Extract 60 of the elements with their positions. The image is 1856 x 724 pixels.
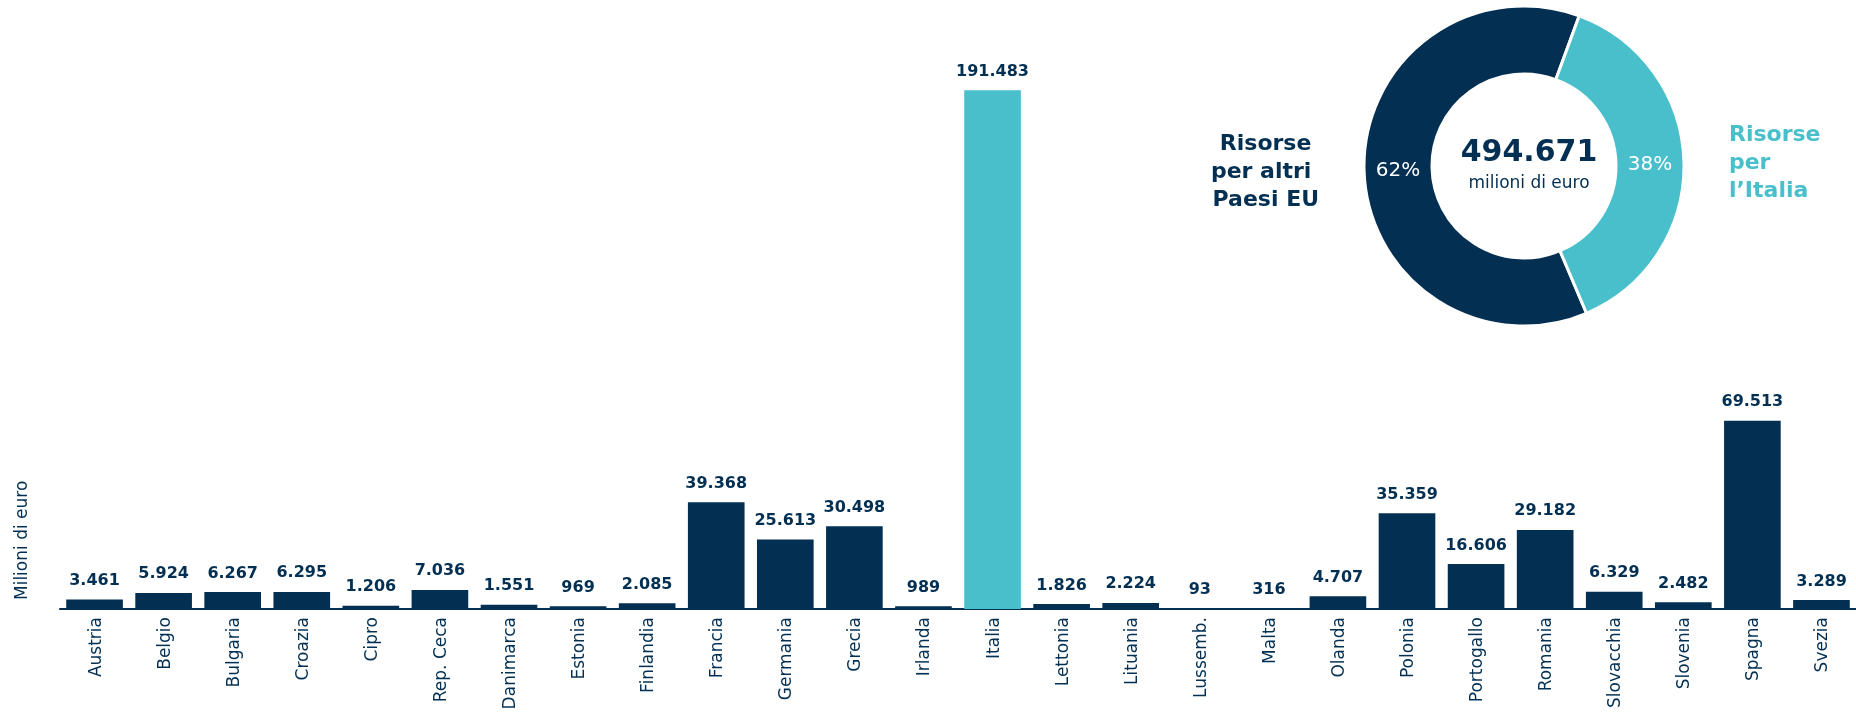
data-label: 35.359 [1376,483,1438,503]
text: 494.671 [1460,132,1598,168]
x-tick-label: Lussemb. [1189,617,1210,698]
data-label: 2.482 [1658,572,1709,592]
x-tick-label: Lettonia [1051,617,1072,687]
data-label: 316 [1252,578,1286,598]
data-label: 2.085 [621,573,673,593]
data-label: 6.267 [207,562,258,582]
slice-label: Risorse per altri Paesi EU [1210,129,1320,211]
x-tick-label: Estonia [568,617,589,680]
data-label: 1.206 [345,576,397,596]
x-tick-label: Germania [775,617,796,701]
x-tick-label: Svezia [1811,617,1832,673]
data-label: 1.826 [1036,574,1087,594]
x-tick-label: Danimarca [499,617,519,710]
data-label: 7.036 [414,560,466,580]
data-label: 6.329 [1588,562,1640,582]
slice-label: Risorse per l’Italia [1728,121,1829,203]
x-tick-label: Cipro [360,617,381,662]
x-tick-label: Italia [982,617,1003,659]
text: milioni di euro [1468,171,1590,192]
data-label: 30.498 [823,496,886,516]
data-label: 191.483 [956,60,1029,80]
data-label: 989 [906,576,941,596]
x-tick-label: Grecia [844,617,865,672]
x-tick-label: Belgio [153,617,174,670]
data-label: 62% [1375,157,1421,182]
data-label: 93 [1188,579,1211,599]
x-tick-label: Malta [1258,617,1279,664]
data-label: 4.707 [1312,566,1364,586]
x-tick-label: Lituania [1120,617,1141,685]
x-tick-label: Olanda [1327,617,1348,678]
x-tick-label: Spagna [1742,617,1763,681]
data-label: 6.295 [276,562,328,582]
data-label: 3.461 [69,570,120,590]
data-label: 16.606 [1445,534,1507,554]
data-label: 39.368 [685,472,748,492]
data-label: 1.551 [483,575,535,595]
x-tick-label: Austria [84,617,105,678]
x-tick-label: Croazia [291,617,312,681]
data-label: 38% [1627,150,1673,175]
x-tick-label: Slovenia [1673,617,1694,690]
data-label: 29.182 [1514,500,1577,520]
y-axis-title: Milioni di euro [10,480,31,600]
x-tick-label: Portogallo [1466,617,1487,703]
x-tick-label: Finlandia [637,617,658,693]
x-tick-label: Polonia [1397,617,1417,679]
x-tick-label: Slovacchia [1604,617,1625,709]
data-label: 3.289 [1796,570,1847,590]
x-tick-label: Rep. Ceca [429,617,450,703]
x-tick-label: Francia [706,617,727,679]
data-label: 2.224 [1105,573,1156,593]
x-tick-label: Irlanda [913,617,934,677]
data-label: 69.513 [1721,391,1784,411]
x-tick-label: Romania [1535,617,1556,692]
bar [964,90,1021,609]
data-label: 25.613 [754,510,817,530]
x-tick-label: Bulgaria [222,617,243,688]
data-label: 5.924 [138,563,189,583]
data-label: 969 [561,576,595,596]
